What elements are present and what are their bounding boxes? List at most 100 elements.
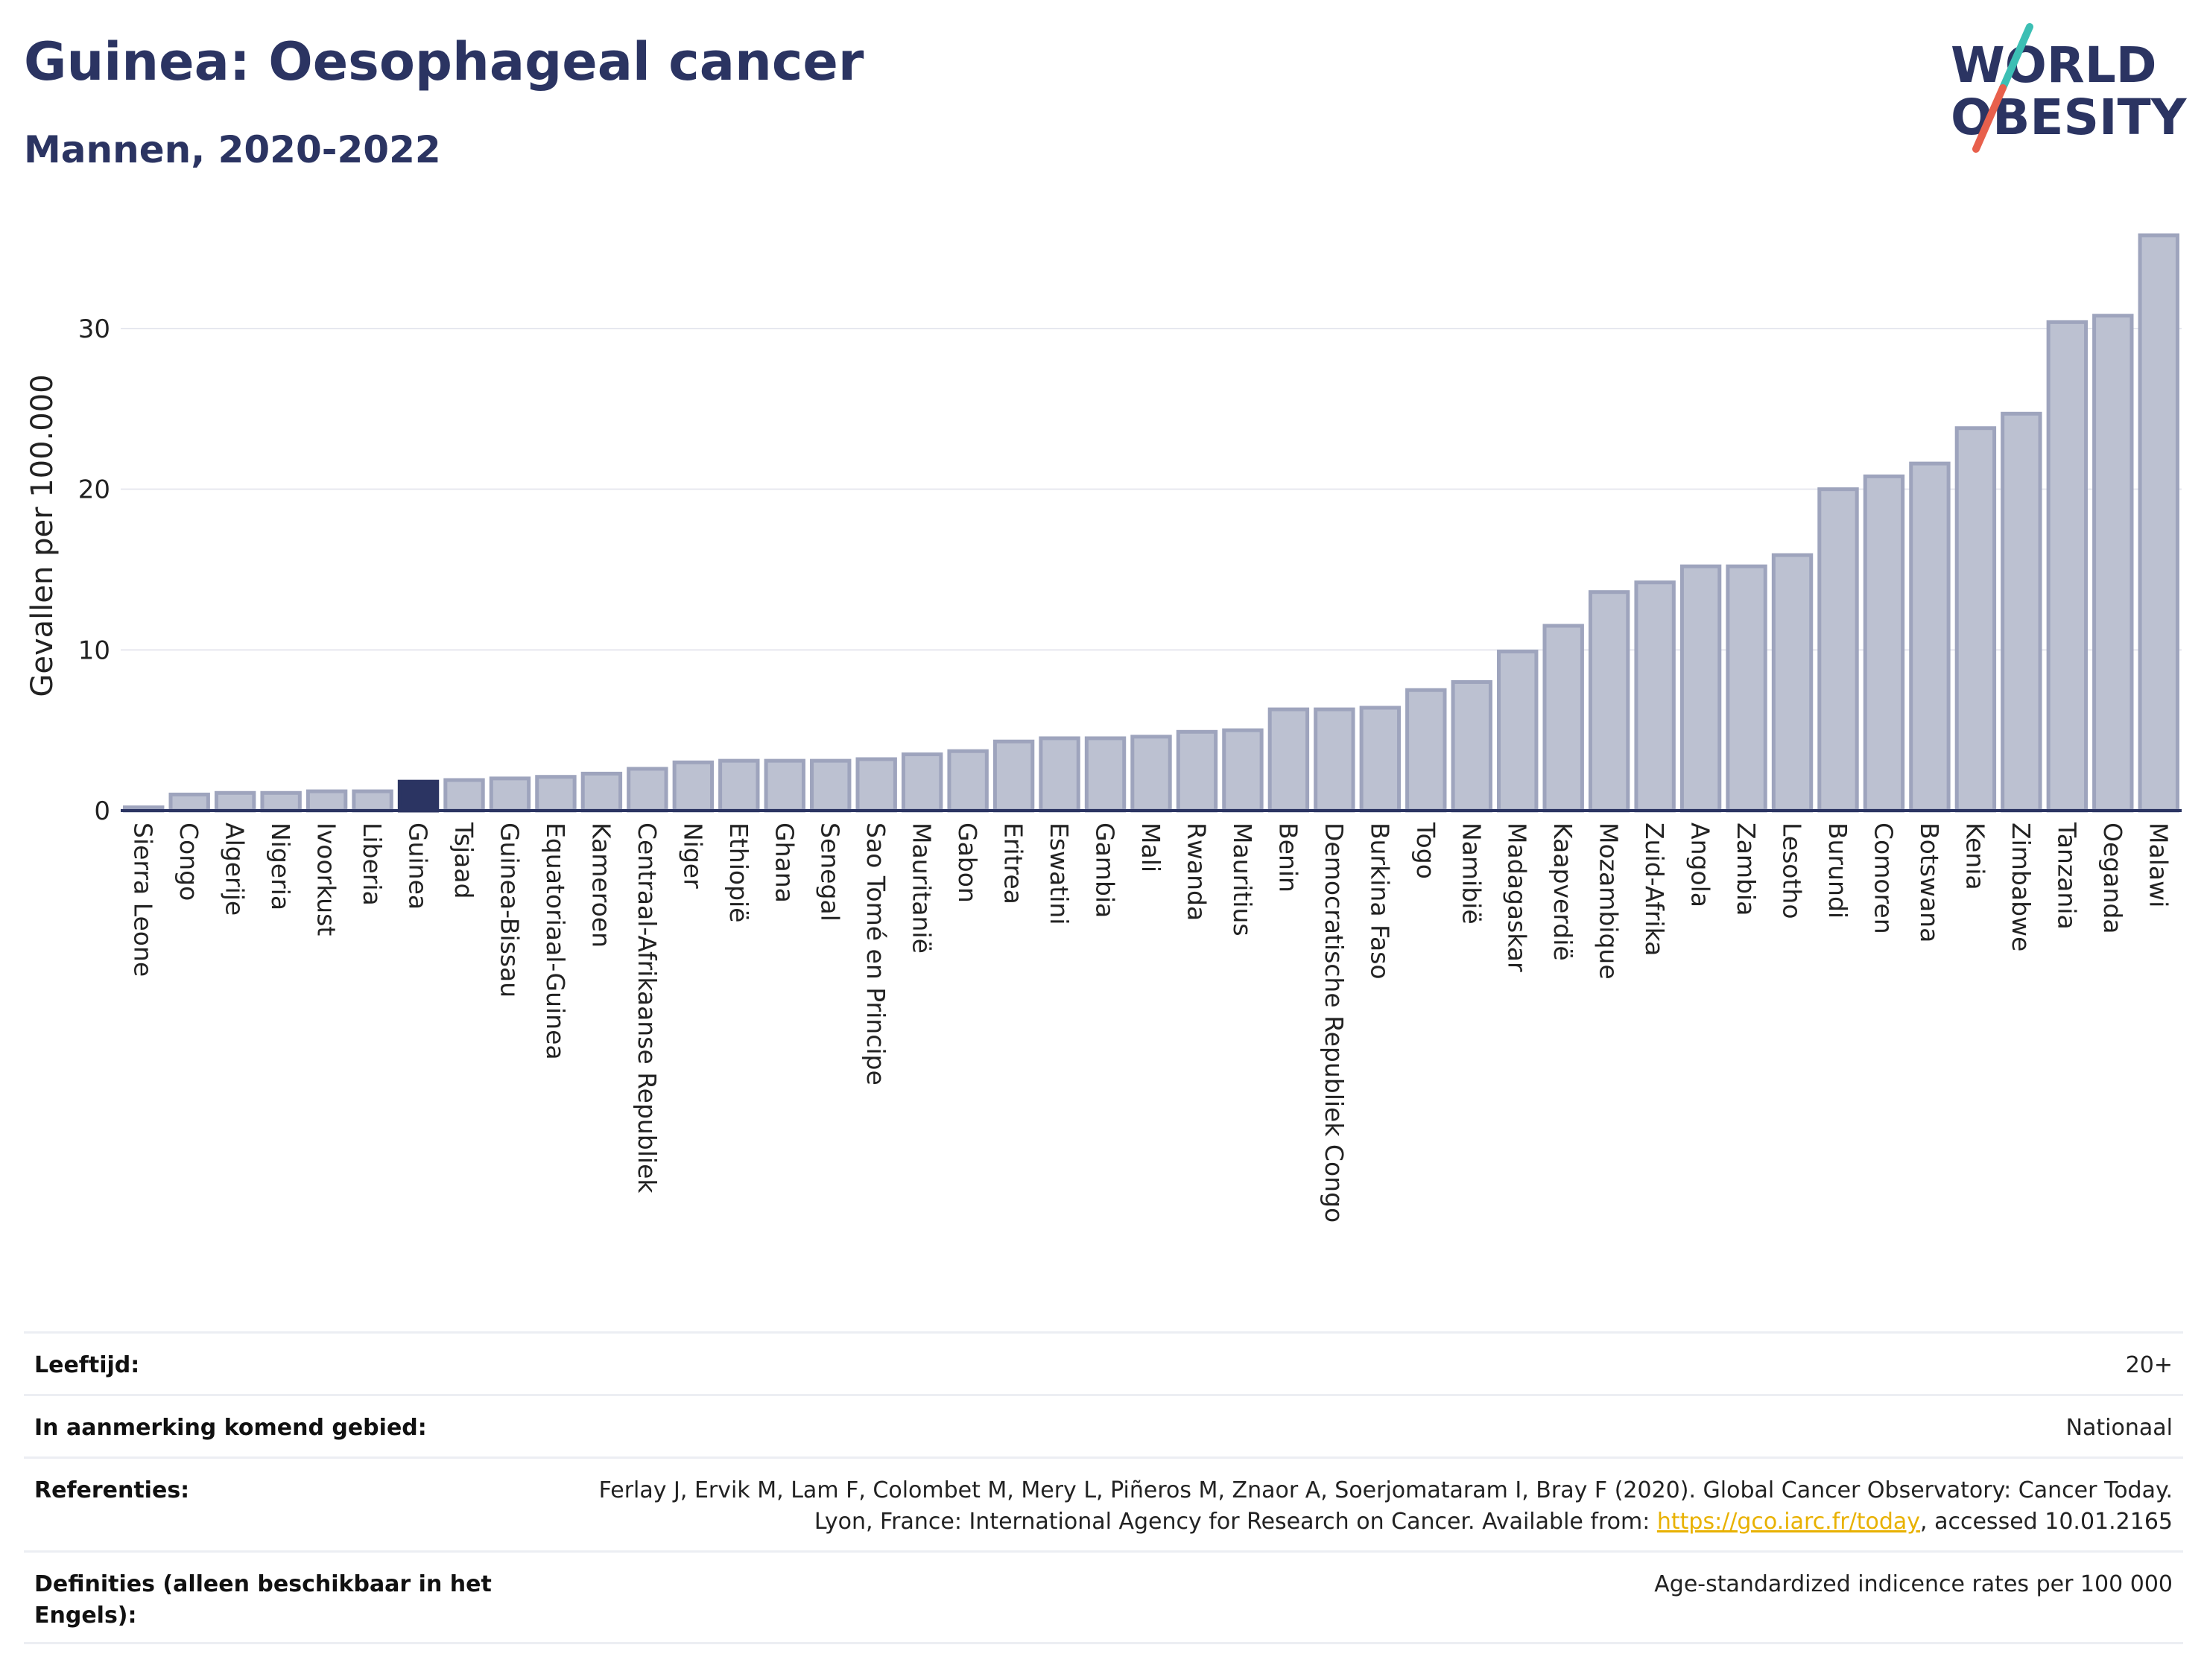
x-tick-label: Gabon — [953, 822, 982, 903]
x-tick-label: Angola — [1686, 822, 1715, 907]
y-axis-title: Gevallen per 100.000 — [25, 374, 60, 697]
reference-text: Ferlay J, Ervik M, Lam F, Colombet M, Me… — [598, 1477, 2173, 1535]
bar-eswatini[interactable] — [1039, 736, 1080, 813]
x-tick-label: Senegal — [816, 822, 845, 922]
bar-tsjaad[interactable] — [443, 778, 485, 813]
info-label-area: In aanmerking komend gebied: — [34, 1415, 427, 1441]
x-tick-label: Guinea-Bissau — [495, 822, 524, 998]
x-tick-label: Algerije — [221, 822, 250, 916]
x-tick-label: Kameroen — [586, 822, 615, 948]
bar-kaapverdi-[interactable] — [1542, 624, 1584, 813]
info-value-age: 20+ — [2125, 1352, 2173, 1378]
bar-equatoriaal-guinea[interactable] — [535, 775, 577, 813]
x-tick-label: Comoren — [1869, 822, 1898, 934]
bar-rwanda[interactable] — [1176, 729, 1218, 813]
x-tick-label: Benin — [1273, 822, 1302, 893]
x-tick-label: Togo — [1411, 822, 1440, 879]
x-tick-label: Equatoriaal-Guinea — [541, 822, 570, 1060]
x-tick-label: Zambia — [1732, 822, 1761, 916]
bar-comoren[interactable] — [1863, 474, 1905, 813]
x-tick-label: Nigeria — [266, 822, 295, 910]
bar-nigeria[interactable] — [260, 790, 302, 813]
x-tick-label: Lesotho — [1778, 822, 1807, 919]
bar-benin[interactable] — [1267, 707, 1310, 813]
bar-burundi[interactable] — [1817, 487, 1859, 813]
x-tick-label: Oeganda — [2098, 822, 2127, 934]
bar-burkina-faso[interactable] — [1359, 706, 1402, 813]
x-tick-label: Sierra Leone — [129, 822, 158, 977]
x-tick-label: Botswana — [1915, 822, 1944, 942]
x-tick-label: Tsjaad — [449, 822, 478, 898]
page-title: Guinea: Oesophageal cancer — [24, 31, 864, 92]
x-tick-label: Niger — [678, 822, 707, 889]
bar-algerije[interactable] — [214, 790, 256, 813]
info-row-area: In aanmerking komend gebied: Nationaal — [24, 1394, 2183, 1456]
bar-gambia[interactable] — [1084, 736, 1127, 813]
bar-botswana[interactable] — [1909, 461, 1951, 813]
bar-lesotho[interactable] — [1771, 553, 1814, 813]
x-tick-label: Namibië — [1457, 822, 1486, 925]
bar-ivoorkust[interactable] — [305, 789, 348, 813]
bar-gabon[interactable] — [947, 749, 989, 813]
info-row-definitions: Definities (alleen beschikbaar in het En… — [24, 1550, 2183, 1644]
bar-eritrea[interactable] — [992, 739, 1035, 813]
x-tick-label: Eswatini — [1045, 822, 1074, 925]
x-tick-label: Burundi — [1823, 822, 1852, 919]
x-tick-label: Zuid-Afrika — [1640, 822, 1669, 956]
x-tick-label: Kenia — [1960, 822, 1989, 890]
bar-malawi[interactable] — [2138, 233, 2179, 813]
bar-zimbabwe[interactable] — [2001, 411, 2042, 813]
x-tick-label: Centraal-Afrikaanse Republiek — [633, 822, 662, 1194]
bar-niger[interactable] — [672, 760, 715, 813]
bar-guinea-bissau[interactable] — [489, 776, 531, 813]
bar-liberia[interactable] — [352, 789, 393, 813]
x-tick-label: Congo — [174, 822, 203, 901]
info-row-age: Leeftijd: 20+ — [24, 1331, 2183, 1394]
bar-mozambique[interactable] — [1588, 590, 1630, 813]
x-tick-label: Ivoorkust — [312, 822, 341, 936]
bar-guinea[interactable] — [397, 779, 440, 813]
bar-oeganda[interactable] — [2092, 314, 2134, 813]
bar-mauritius[interactable] — [1222, 728, 1264, 813]
bar-congo[interactable] — [168, 792, 210, 813]
x-tick-label: Mauritius — [1228, 822, 1257, 936]
reference-accessed: , accessed 10.01.2165 — [1920, 1509, 2173, 1535]
bar-mali[interactable] — [1130, 735, 1172, 813]
bar-ghana[interactable] — [764, 758, 805, 813]
bar-kenia[interactable] — [1954, 426, 1997, 813]
bar-togo[interactable] — [1405, 688, 1447, 813]
bar-democratische-republiek-congo[interactable] — [1314, 707, 1355, 813]
bar-namibi-[interactable] — [1451, 679, 1492, 813]
bar-madagaskar[interactable] — [1497, 649, 1539, 813]
info-label-age: Leeftijd: — [34, 1352, 140, 1378]
bar-mauritani-[interactable] — [901, 752, 943, 813]
bar-angola[interactable] — [1679, 564, 1722, 813]
x-tick-label: Malawi — [2144, 822, 2173, 907]
bar-sao-tom-en-principe[interactable] — [855, 757, 897, 813]
bar-zuid-afrika[interactable] — [1634, 580, 1676, 813]
category-labels: Sierra Leone Congo Algerije Nigeria Ivoorkus… — [129, 822, 2173, 1223]
logo-slash-teal — [1999, 23, 2033, 92]
x-tick-label: Sao Tomé en Principe — [861, 822, 890, 1085]
bar-centraal-afrikaanse-republiek[interactable] — [627, 767, 668, 813]
world-obesity-logo[interactable]: WORLD OBESITY — [1937, 22, 2191, 164]
info-value-definitions: Age-standardized indicence rates per 100… — [1654, 1571, 2173, 1597]
x-tick-label: Ghana — [770, 822, 799, 903]
info-value-references: Ferlay J, Ervik M, Lam F, Colombet M, Me… — [571, 1475, 2183, 1538]
bar-kameroen[interactable] — [580, 771, 623, 813]
x-tick-label: Eritrea — [999, 822, 1028, 904]
bar-senegal[interactable] — [810, 758, 852, 813]
bar-tanzania[interactable] — [2046, 320, 2089, 813]
reference-link[interactable]: https://gco.iarc.fr/today — [1656, 1509, 1921, 1535]
bars — [123, 233, 2179, 813]
y-tick-label-0: 0 — [94, 796, 110, 826]
x-tick-label: Ethiopië — [724, 822, 753, 922]
info-label-definitions: Definities (alleen beschikbaar in het En… — [34, 1571, 492, 1629]
x-tick-label: Mozambique — [1595, 822, 1624, 980]
x-tick-label: Burkina Faso — [1365, 822, 1394, 980]
bar-zambia[interactable] — [1726, 564, 1767, 813]
info-table: Leeftijd: 20+ In aanmerking komend gebie… — [24, 1331, 2183, 1644]
x-tick-label: Rwanda — [1182, 822, 1211, 921]
x-tick-label: Guinea — [404, 822, 433, 910]
bar-ethiopi-[interactable] — [718, 758, 760, 813]
